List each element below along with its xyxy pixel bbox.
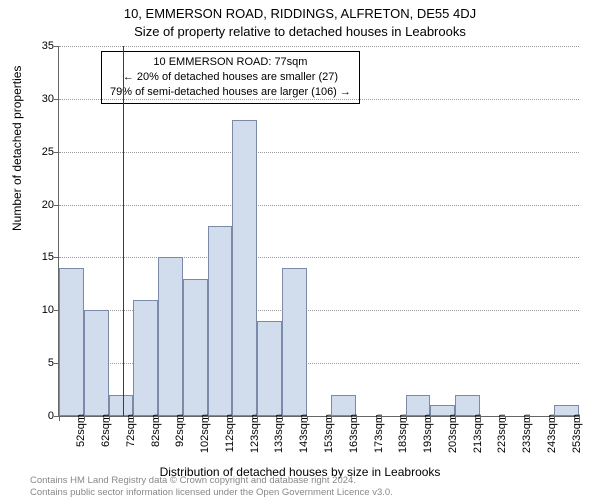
bar [109,395,134,416]
x-tick-label: 62sqm [100,414,112,447]
x-tick-mark [282,416,283,421]
gridline-h [59,205,579,206]
gridline-h [59,99,579,100]
x-tick-mark [455,416,456,421]
bar [133,300,158,416]
gridline-h [59,257,579,258]
x-tick-label: 82sqm [150,414,162,447]
x-tick-mark [183,416,184,421]
x-tick-label: 223sqm [496,414,508,453]
x-tick-label: 243sqm [546,414,558,453]
footer-line2: Contains public sector information licen… [30,487,393,498]
chart-container: 10, EMMERSON ROAD, RIDDINGS, ALFRETON, D… [0,0,600,500]
annotation-line2: ← 20% of detached houses are smaller (27… [110,70,351,85]
x-tick-label: 102sqm [199,414,211,453]
x-tick-mark [208,416,209,421]
x-tick-mark [331,416,332,421]
bar [331,395,356,416]
chart-title-main: 10, EMMERSON ROAD, RIDDINGS, ALFRETON, D… [0,6,600,21]
x-tick-mark [307,416,308,421]
x-tick-label: 163sqm [348,414,360,453]
bar [257,321,282,416]
chart-title-sub: Size of property relative to detached ho… [0,24,600,39]
annotation-box: 10 EMMERSON ROAD: 77sqm ← 20% of detache… [101,51,360,104]
x-tick-label: 123sqm [249,414,261,453]
x-tick-mark [84,416,85,421]
x-tick-label: 213sqm [472,414,484,453]
x-tick-mark [529,416,530,421]
plot-area: 10 EMMERSON ROAD: 77sqm ← 20% of detache… [58,46,579,417]
x-tick-label: 193sqm [422,414,434,453]
annotation-line3: 79% of semi-detached houses are larger (… [110,85,351,100]
y-tick-mark [54,152,59,153]
x-tick-mark [232,416,233,421]
x-tick-mark [381,416,382,421]
x-tick-label: 52sqm [75,414,87,447]
y-tick-label: 10 [29,304,54,316]
x-tick-mark [158,416,159,421]
y-tick-label: 5 [29,357,54,369]
x-tick-label: 203sqm [447,414,459,453]
x-tick-label: 153sqm [323,414,335,453]
y-tick-label: 20 [29,199,54,211]
bar [84,310,109,416]
x-tick-mark [480,416,481,421]
y-tick-label: 30 [29,93,54,105]
bar [208,226,233,416]
y-tick-mark [54,205,59,206]
y-tick-label: 15 [29,251,54,263]
footer-text: Contains HM Land Registry data © Crown c… [30,475,393,498]
x-tick-mark [406,416,407,421]
bar [158,257,183,416]
x-tick-mark [133,416,134,421]
y-tick-label: 35 [29,40,54,52]
x-tick-label: 253sqm [571,414,583,453]
x-tick-label: 233sqm [521,414,533,453]
annotation-line1: 10 EMMERSON ROAD: 77sqm [110,55,351,70]
x-tick-label: 143sqm [298,414,310,453]
marker-line [123,46,124,416]
x-tick-label: 173sqm [373,414,385,453]
x-tick-mark [356,416,357,421]
x-tick-mark [505,416,506,421]
x-tick-label: 183sqm [397,414,409,453]
x-tick-mark [257,416,258,421]
bar [59,268,84,416]
bar [183,279,208,416]
gridline-h [59,152,579,153]
gridline-h [59,46,579,47]
footer-line1: Contains HM Land Registry data © Crown c… [30,475,393,486]
y-tick-mark [54,257,59,258]
x-tick-label: 133sqm [273,414,285,453]
x-tick-mark [109,416,110,421]
x-tick-label: 112sqm [224,414,236,452]
y-tick-mark [54,99,59,100]
y-axis-label: Number of detached properties [10,66,24,231]
bar [232,120,257,416]
x-tick-mark [554,416,555,421]
y-tick-label: 0 [29,410,54,422]
bar [282,268,307,416]
x-tick-mark [430,416,431,421]
bar [406,395,431,416]
bar [455,395,480,416]
x-tick-label: 92sqm [174,414,186,447]
x-tick-mark [59,416,60,421]
y-tick-mark [54,46,59,47]
x-tick-mark [579,416,580,421]
y-tick-label: 25 [29,146,54,158]
x-tick-label: 72sqm [125,414,137,447]
